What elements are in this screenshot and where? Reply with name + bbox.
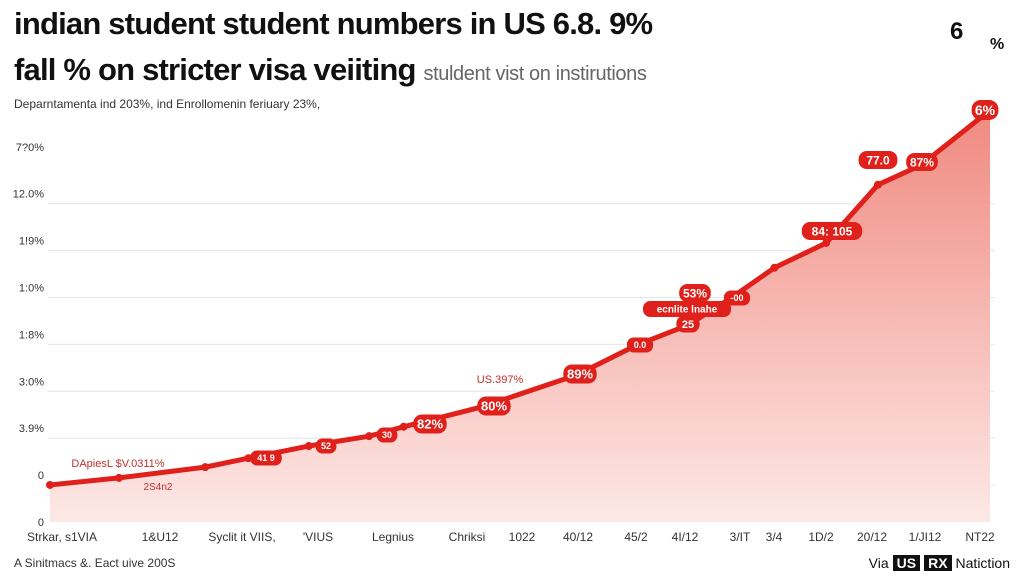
annotation-text: 2S4n2 <box>144 482 173 493</box>
x-tick-label: 3/4 <box>766 530 783 544</box>
annotation-bubble <box>676 315 700 333</box>
data-point <box>201 463 210 472</box>
y-tick-label: 12.0% <box>13 189 44 201</box>
x-tick-label: Syclit it VIIS, <box>208 530 275 544</box>
x-tick-label: 1&U12 <box>142 530 179 544</box>
data-point <box>304 442 313 451</box>
data-point <box>770 263 779 272</box>
x-tick-label: 45/2 <box>624 530 648 544</box>
source-badge-us: US <box>892 555 921 571</box>
y-tick-label: 1:8% <box>19 329 44 341</box>
x-tick-label: 40/12 <box>563 530 593 544</box>
annotation-bubble <box>679 284 711 302</box>
x-tick-label: 3/IT <box>730 530 751 544</box>
chart-subtitle: Deparntamenta ind 203%, ind Enrollomenin… <box>14 97 321 111</box>
y-tick-label: 1:0% <box>19 283 44 295</box>
data-point <box>365 432 374 441</box>
annotation-bubble <box>971 100 999 120</box>
annotation-bubble <box>626 337 654 353</box>
area-fill <box>50 110 990 522</box>
source-name: Natiction <box>955 555 1010 571</box>
source-prefix: Via <box>868 555 889 571</box>
annotation-bubble <box>477 396 511 416</box>
title-line-2-text: fall % on stricter visa veiiting <box>14 52 416 87</box>
annotation-label: 82% <box>417 417 443 432</box>
x-tick-label: NT22 <box>965 530 995 544</box>
annotation-label: 30 <box>382 430 392 440</box>
y-tick-label: 3:0% <box>19 376 44 388</box>
x-tick-label: 1022 <box>509 530 536 544</box>
annotation-label: 89% <box>567 367 593 382</box>
x-tick-label: Chriksi <box>449 530 486 544</box>
data-point <box>822 238 831 247</box>
y-tick-label: 0 <box>38 517 44 529</box>
annotation-bubble <box>563 364 597 384</box>
data-point <box>114 473 123 482</box>
annotation-label: ecnlite lnahe <box>657 305 718 316</box>
y-tick-label: 1!9% <box>19 236 44 248</box>
annotation-label: 0.0 <box>634 340 647 350</box>
annotation-label: 87% <box>910 155 934 169</box>
y-tick-label: 3.9% <box>19 423 44 435</box>
x-tick-label: 4I/12 <box>672 530 699 544</box>
x-tick-label: Strkar, s1VIA <box>27 530 97 544</box>
annotation-text: US.397% <box>477 374 524 386</box>
corner-percent: % <box>990 36 1005 53</box>
x-tick-label: 1D/2 <box>808 530 834 544</box>
annotation-bubble <box>801 222 863 240</box>
chart-title-line-1: indian student student numbers in US 6.8… <box>14 6 653 41</box>
annotation-bubble <box>315 438 337 454</box>
data-point <box>873 180 882 189</box>
annotation-label: -00 <box>730 293 743 303</box>
annotation-label: 25 <box>682 319 694 331</box>
annotation-label: 84: 105 <box>812 224 853 238</box>
annotation-bubble <box>643 301 731 317</box>
corner-number: 6 <box>950 18 964 45</box>
annotation-bubble <box>906 153 938 171</box>
source-badge-logo: RX <box>924 555 952 571</box>
source-credit: Via US RX Natiction <box>869 555 1010 571</box>
annotation-bubble <box>858 151 898 169</box>
data-point <box>46 480 54 489</box>
annotation-text: DApiesL $V.0311% <box>71 458 164 470</box>
x-tick-label: 'VIUS <box>303 530 333 544</box>
data-point <box>399 422 408 431</box>
y-tick-label: 7?0% <box>16 142 44 154</box>
x-tick-label: Legnius <box>372 530 414 544</box>
annotation-label: 6% <box>975 102 996 118</box>
annotation-label: 53% <box>683 286 707 300</box>
x-tick-label: 20/12 <box>857 530 887 544</box>
footer-note: A Sinitmacs &. Eact uive 200S <box>14 556 176 570</box>
annotation-label: 52 <box>321 441 331 451</box>
chart-title-line-2: fall % on stricter visa veiiting stulden… <box>14 52 647 88</box>
annotation-label: 77.0 <box>866 153 890 167</box>
annotation-label: 41 9 <box>257 453 275 463</box>
annotation-label: 80% <box>481 399 507 414</box>
annotation-bubble <box>250 450 282 466</box>
annotation-bubble <box>376 427 398 443</box>
annotation-bubble <box>413 414 447 434</box>
annotation-bubble <box>723 290 751 306</box>
title-inline-subtitle: stuldent vist on instirutions <box>423 63 647 85</box>
x-tick-label: 1/JI12 <box>909 530 942 544</box>
y-tick-label: 0 <box>38 470 44 482</box>
